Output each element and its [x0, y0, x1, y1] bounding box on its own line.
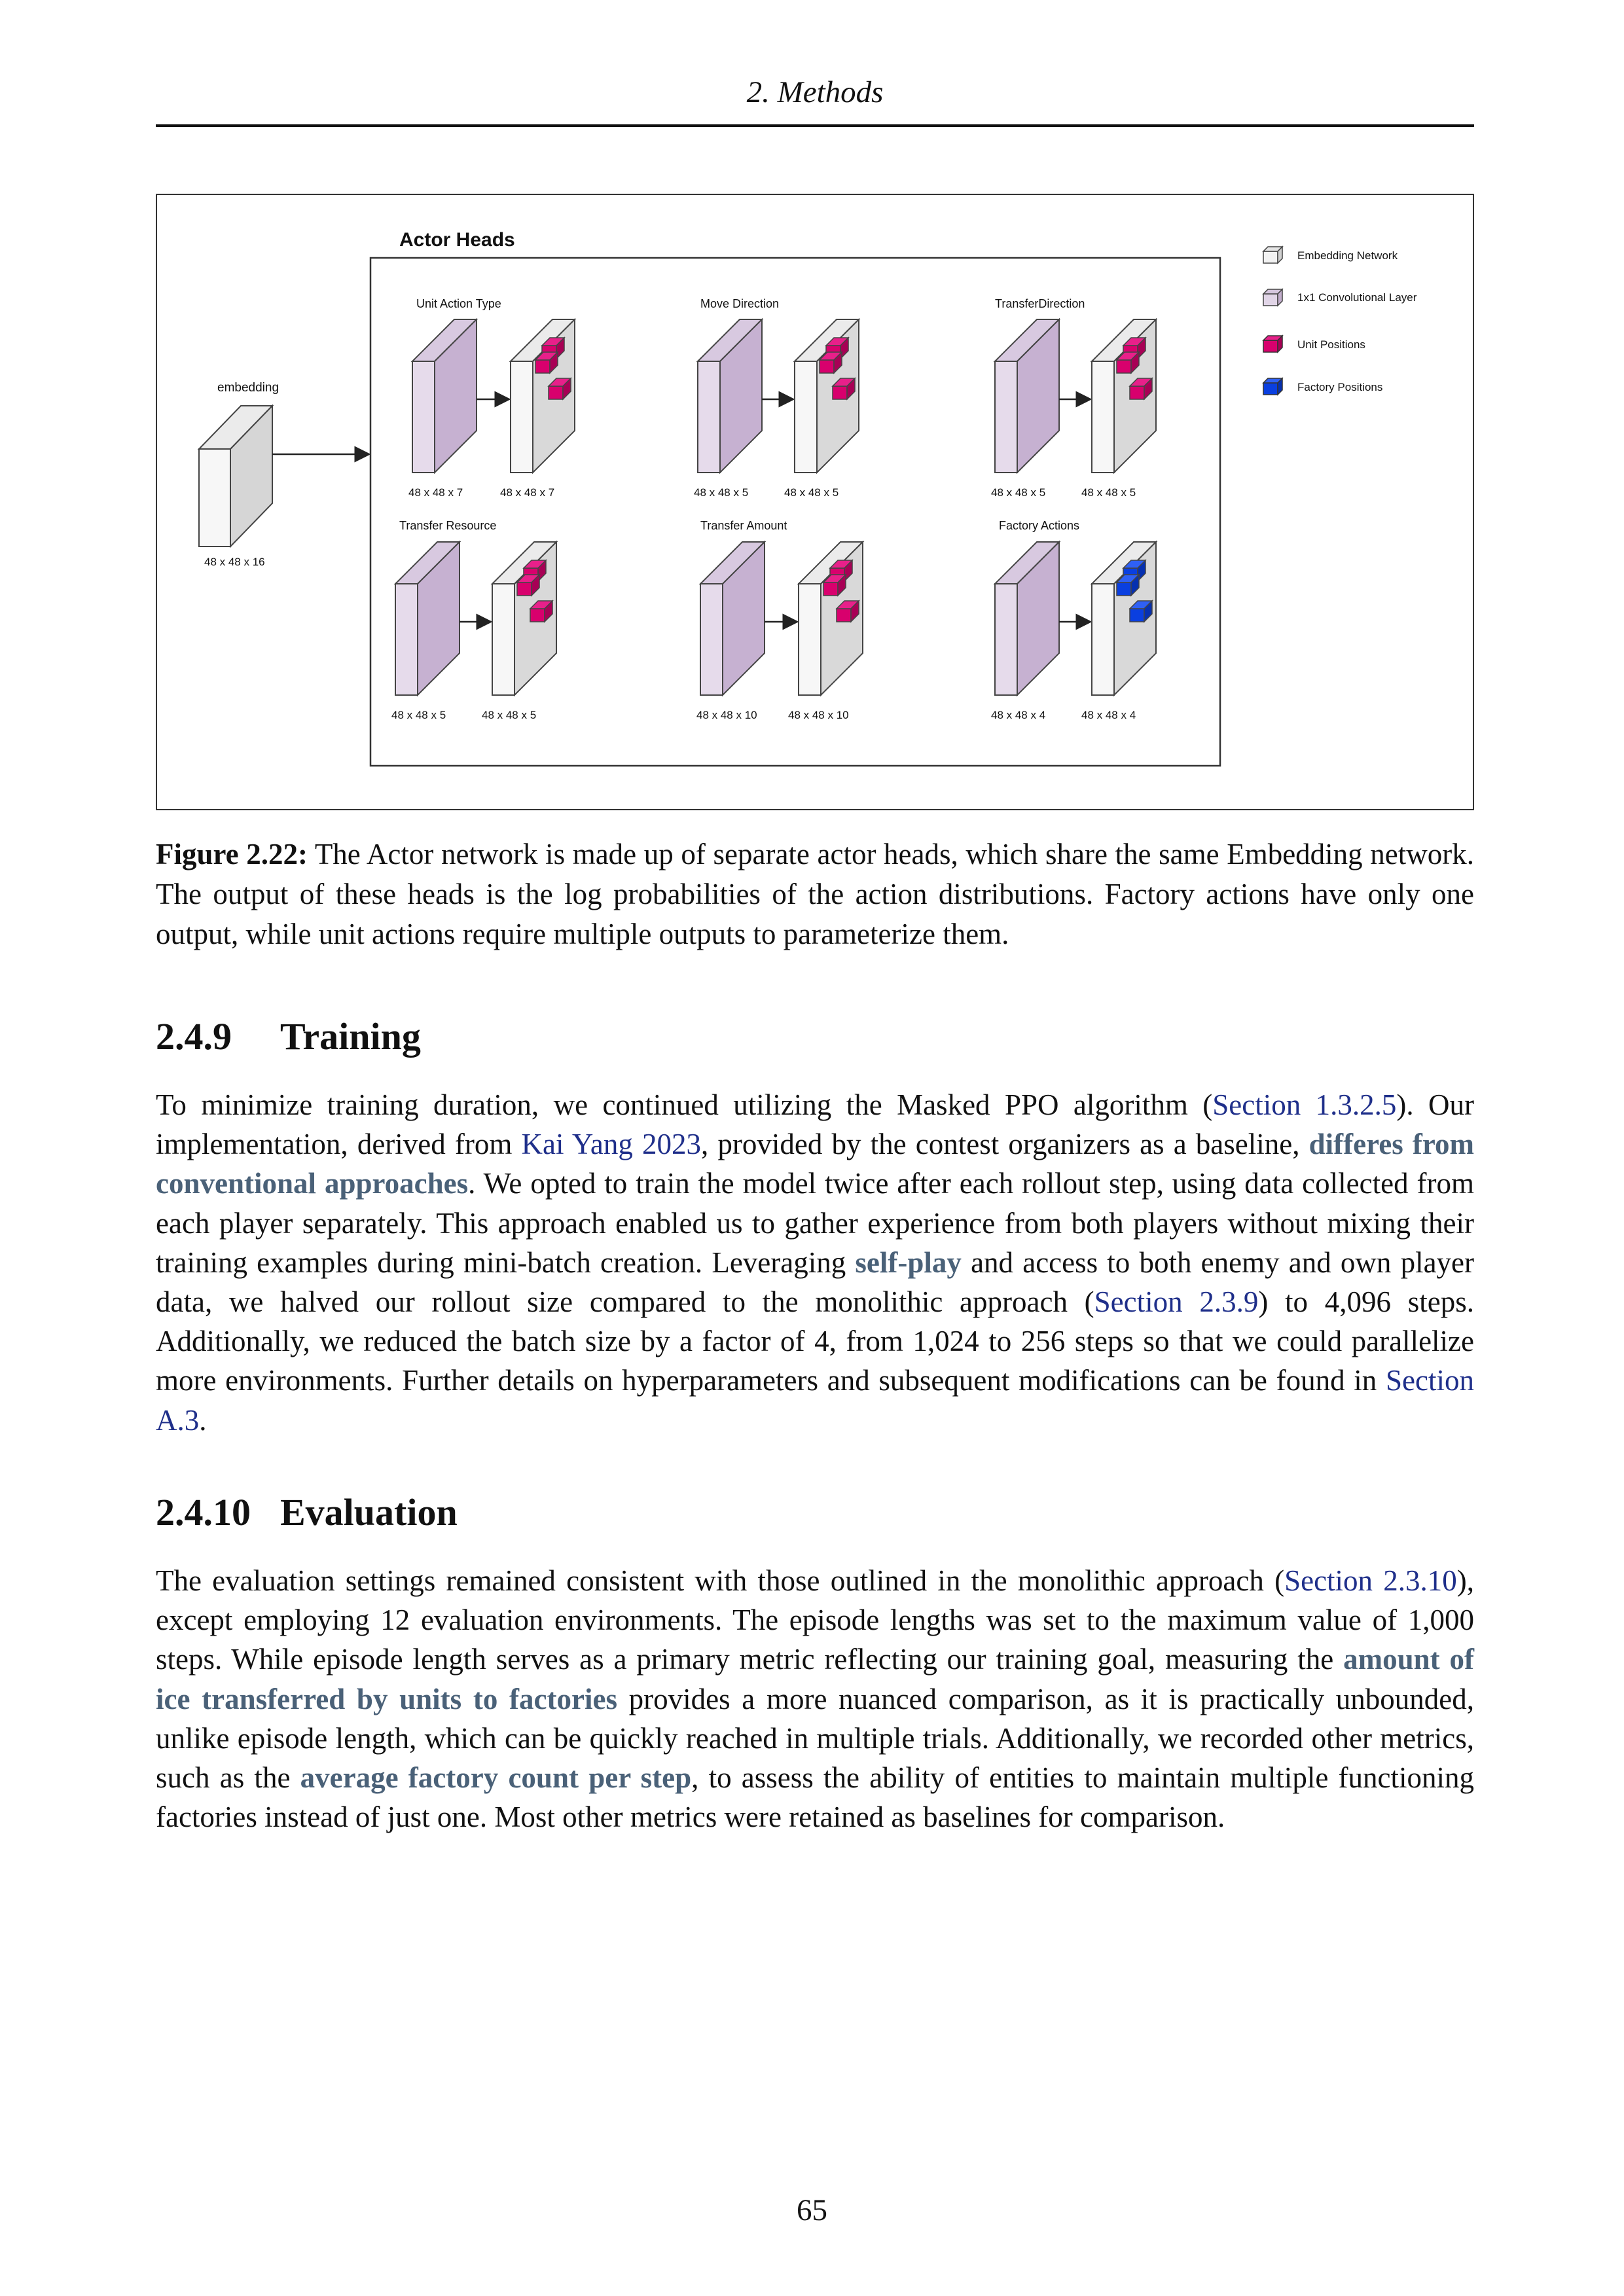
section-link[interactable]: Section 1.3.2.5 [1212, 1088, 1397, 1121]
text-run: , provided by the contest organizers as … [701, 1128, 1309, 1161]
unit-position-marker [818, 351, 843, 374]
unit-position-marker [1128, 377, 1153, 401]
section-title: Evaluation [280, 1491, 458, 1534]
conv-layer-block [993, 317, 1061, 475]
section-link[interactable]: Section A.3 [156, 1364, 1474, 1437]
legend-embedding-network: Embedding Network [1262, 245, 1398, 264]
legend-conv-layer: 1x1 Convolutional Layer [1262, 288, 1417, 307]
section-link[interactable]: Section 2.3.10 [1284, 1564, 1457, 1597]
output-dims: 48 x 48 x 10 [788, 709, 849, 721]
head-title: Transfer Amount [700, 519, 787, 532]
glossary-term[interactable]: differes from conventional approaches [156, 1128, 1475, 1200]
actor-head: TransferDirection 48 x 48 x 5 48 x 48 x 5 [991, 297, 1158, 499]
section-number: 2.4.10 [156, 1491, 251, 1534]
input-dims: 48 x 48 x 10 [696, 709, 757, 721]
legend-label-conv: 1x1 Convolutional Layer [1297, 291, 1417, 304]
output-dims: 48 x 48 x 5 [1081, 486, 1136, 499]
head-title: TransferDirection [995, 297, 1085, 310]
input-dims: 48 x 48 x 5 [694, 486, 748, 499]
legend-factory-positions: Factory Positions [1262, 377, 1382, 396]
citation-link[interactable]: Kai Yang 2023 [521, 1128, 702, 1161]
section-heading-evaluation: 2.4.10 Evaluation [156, 1494, 458, 1532]
glossary-term[interactable]: self-play [855, 1246, 962, 1279]
text-run: . We opted to train the model twice afte… [156, 1167, 1474, 1279]
unit-position-marker [835, 600, 860, 623]
legend-unit-positions: Unit Positions [1262, 334, 1365, 353]
glossary-term[interactable]: amount of ice transferred by units to fa… [156, 1643, 1474, 1715]
legend: Embedding Network 1x1 Convolutional Laye… [1262, 245, 1417, 396]
legend-label-factory: Factory Positions [1297, 381, 1382, 393]
conv-layer-block [393, 540, 461, 697]
conv-layer-block [698, 540, 767, 697]
conv-layer-block [993, 540, 1061, 697]
header-rule [156, 124, 1474, 127]
glossary-term[interactable]: average factory count per step [300, 1761, 692, 1795]
actor-head: Factory Actions 48 x 48 x 4 48 x 48 x 4 [991, 519, 1158, 721]
text-run: The evaluation settings remained consist… [156, 1564, 1285, 1597]
actor-head: Move Direction 48 x 48 x 5 48 x 48 x 5 [694, 297, 861, 499]
text-run: and access to both enemy and own player … [156, 1246, 1475, 1319]
training-paragraph: To minimize training duration, we contin… [156, 1085, 1474, 1440]
figure-actor-heads: embedding 48 x 48 x 16 Actor Heads Unit … [156, 194, 1474, 810]
unit-position-marker [529, 600, 554, 623]
output-dims: 48 x 48 x 5 [784, 486, 839, 499]
unit-position-marker [831, 377, 856, 401]
text-run: , to assess the ability of entities to m… [156, 1761, 1474, 1834]
text-run: ) to 4,096 steps. Additionally, we reduc… [156, 1285, 1474, 1397]
actor-head: Transfer Resource 48 x 48 x 5 48 x 48 x 5 [391, 519, 558, 721]
head-title: Unit Action Type [416, 297, 501, 310]
figure-diagram: embedding 48 x 48 x 16 Actor Heads Unit … [197, 229, 1417, 767]
section-heading-training: 2.4.9 Training [156, 1018, 421, 1056]
factory-position-marker [1115, 573, 1140, 597]
embedding-block: embedding 48 x 48 x 16 [197, 381, 279, 568]
unit-position-marker [1115, 351, 1140, 374]
running-header: 2. Methods [746, 75, 884, 109]
caption-text: The Actor network is made up of separate… [156, 838, 1475, 950]
input-dims: 48 x 48 x 7 [408, 486, 463, 499]
legend-label-unit: Unit Positions [1297, 338, 1365, 351]
output-dims: 48 x 48 x 4 [1081, 709, 1136, 721]
section-link[interactable]: Section 2.3.9 [1094, 1285, 1259, 1319]
actor-head: Unit Action Type 48 x 48 x 7 48 x 48 x 7 [408, 297, 577, 499]
caption-label: Figure 2.22: [156, 838, 308, 870]
output-dims: 48 x 48 x 7 [500, 486, 554, 499]
embedding-label: embedding [217, 381, 279, 395]
text-run: To minimize training duration, we contin… [156, 1088, 1213, 1121]
conv-layer-block [410, 317, 478, 475]
page-number: 65 [797, 2193, 827, 2227]
unit-position-marker [822, 573, 847, 597]
unit-position-marker [516, 573, 541, 597]
evaluation-paragraph: The evaluation settings remained consist… [156, 1561, 1474, 1837]
head-title: Transfer Resource [399, 519, 496, 532]
conv-layer-block [696, 317, 764, 475]
factory-position-marker [1128, 600, 1153, 623]
head-title: Factory Actions [999, 519, 1079, 532]
actor-heads-panel [369, 257, 1221, 767]
section-number: 2.4.9 [156, 1015, 232, 1058]
input-dims: 48 x 48 x 5 [991, 486, 1045, 499]
heads-layer: Unit Action Type 48 x 48 x 7 48 x 48 x 7 Mo… [391, 297, 1158, 721]
input-dims: 48 x 48 x 5 [391, 709, 446, 721]
head-title: Move Direction [700, 297, 779, 310]
legend-label-embedding: Embedding Network [1297, 249, 1398, 262]
panel-title: Actor Heads [399, 229, 515, 251]
unit-position-marker [547, 377, 572, 401]
section-title: Training [280, 1015, 421, 1058]
output-dims: 48 x 48 x 5 [482, 709, 536, 721]
actor-head: Transfer Amount 48 x 48 x 10 48 x 48 x 10 [696, 519, 865, 721]
text-run: ), except employing 12 evaluation enviro… [156, 1564, 1474, 1676]
input-dims: 48 x 48 x 4 [991, 709, 1045, 721]
unit-position-marker [534, 351, 559, 374]
text-run: provides a more nuanced comparison, as i… [156, 1682, 1474, 1795]
figure-caption: Figure 2.22: The Actor network is made u… [156, 834, 1474, 954]
text-run: ). Our implementation, derived from [156, 1088, 1475, 1161]
text-run: . [199, 1403, 207, 1437]
embedding-dims: 48 x 48 x 16 [204, 556, 265, 568]
